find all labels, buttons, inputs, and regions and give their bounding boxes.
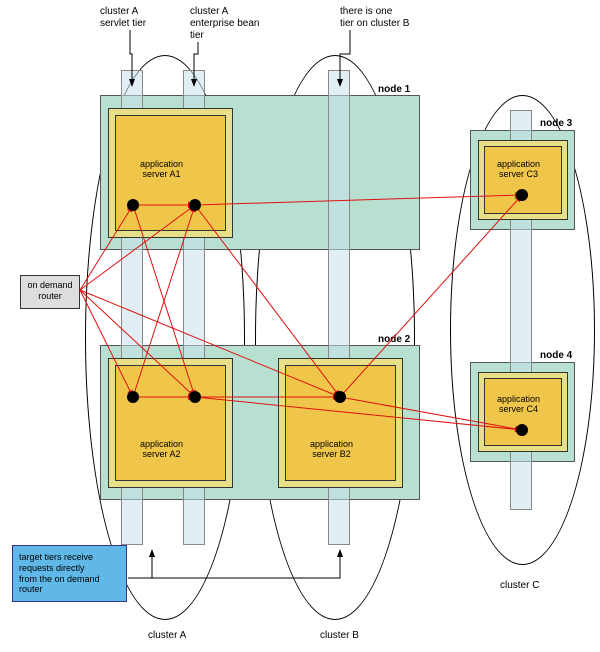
server-label-b2: applicationserver B2 (310, 440, 353, 460)
label-cluster-a: cluster A (148, 630, 186, 642)
label-ca-servlet: cluster Aservlet tier (100, 6, 146, 30)
server-label-c4: applicationserver C4 (497, 395, 540, 415)
label-cb-tier: there is onetier on cluster B (340, 6, 409, 30)
server-label-c3: applicationserver C3 (497, 160, 540, 180)
on-demand-router: on demandrouter (20, 275, 80, 309)
server-label-a2: applicationserver A2 (140, 440, 183, 460)
node-label-n3: node 3 (540, 118, 572, 129)
label-cluster-c: cluster C (500, 580, 539, 592)
server-inner-a2 (115, 365, 226, 481)
server-inner-b2 (285, 365, 396, 481)
label-ca-bean: cluster Aenterprise beantier (190, 6, 260, 42)
note-box: target tiers receiverequests directlyfro… (12, 545, 127, 602)
server-inner-c3 (484, 146, 562, 214)
node-label-n1: node 1 (378, 84, 410, 95)
node-label-n2: node 2 (378, 334, 410, 345)
server-label-a1: applicationserver A1 (140, 160, 183, 180)
node-label-n4: node 4 (540, 350, 572, 361)
label-cluster-b: cluster B (320, 630, 359, 642)
